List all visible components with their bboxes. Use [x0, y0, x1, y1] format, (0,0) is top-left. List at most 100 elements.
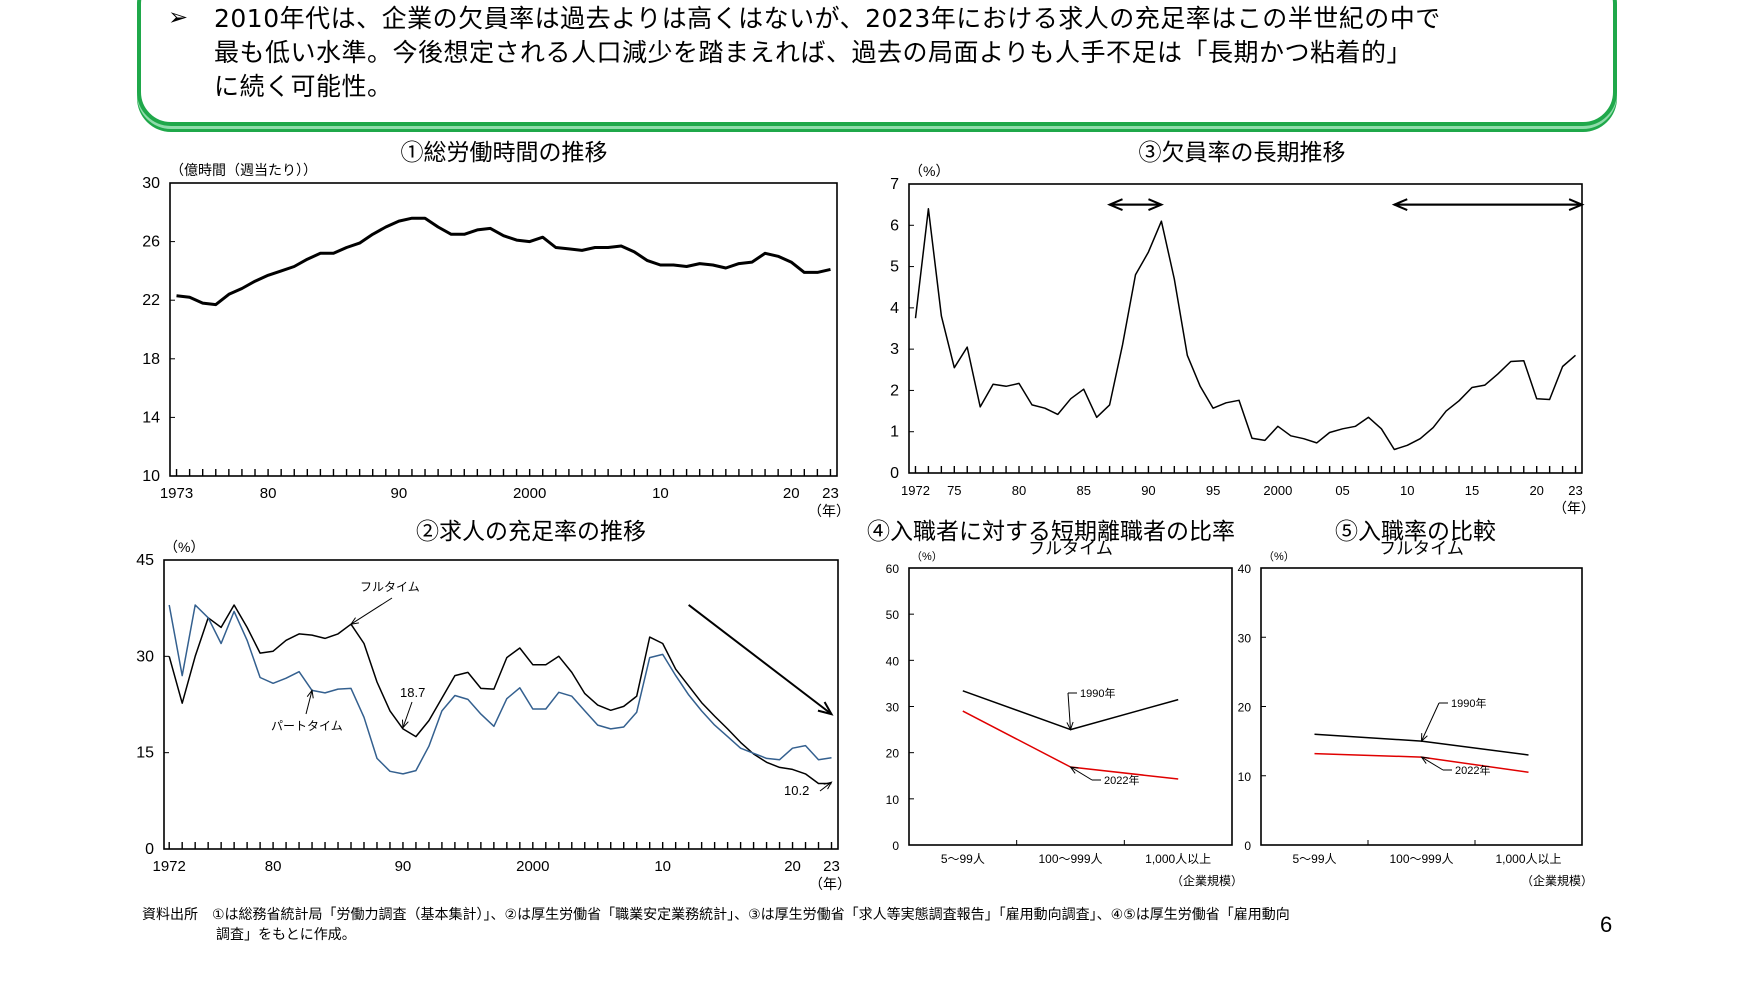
y-tick-label: 10	[1238, 770, 1252, 784]
series-line	[168, 604, 832, 775]
leader-arrow-head	[1066, 721, 1074, 731]
x-tick-label: 90	[391, 485, 408, 502]
leader-arrow	[1421, 756, 1444, 771]
x-tick-label: 85	[1076, 483, 1090, 498]
x-tick-label: 2000	[1263, 483, 1292, 498]
chart-title: ④入職者に対する短期離職者の比率	[867, 518, 1235, 544]
series-label-fulltime: フルタイム	[360, 580, 420, 594]
category-label: 5～99人	[941, 852, 985, 866]
x-axis-unit: （年）	[808, 503, 850, 519]
summary-line: 2010年代は、企業の欠員率は過去よりは高くはないが、2023年における求人の充…	[214, 4, 1441, 33]
y-tick-label: 0	[145, 841, 154, 858]
leader-arrow-head	[1069, 766, 1079, 774]
plot-frame	[163, 559, 839, 850]
x-tick-label: 10	[1400, 483, 1414, 498]
leader-arrow	[1070, 766, 1093, 781]
x-tick-label: 1973	[160, 485, 193, 502]
series-label-2022: 2022年	[1104, 773, 1139, 787]
y-tick-label: 30	[1238, 631, 1252, 645]
x-tick-label: 90	[395, 858, 412, 875]
summary-line: 最も低い水準。今後想定される人口減少を踏まえれば、過去の局面よりも人手不足は「長…	[214, 38, 1413, 67]
x-tick-label: 20	[783, 485, 800, 502]
x-axis-unit: （企業規模）	[1521, 873, 1593, 888]
series-line	[962, 710, 1179, 780]
y-tick-label: 7	[890, 176, 899, 193]
x-axis-unit: （年）	[1553, 500, 1595, 516]
y-tick-label: 3	[890, 341, 899, 358]
y-tick-label: 20	[1238, 701, 1252, 715]
leader-arrow	[305, 690, 313, 715]
y-tick-label: 2	[890, 382, 899, 399]
leader-arrow-head	[1420, 733, 1428, 743]
y-tick-label: 6	[890, 217, 899, 234]
x-tick-label: 20	[1529, 483, 1543, 498]
y-tick-label: 40	[886, 654, 900, 668]
x-tick-label: 2000	[516, 858, 549, 875]
summary-callout-box	[137, 0, 1617, 126]
leader-arrow-head	[401, 719, 409, 729]
leader-arrow-head	[349, 617, 359, 625]
y-tick-label: 40	[1238, 562, 1252, 576]
y-tick-label: 15	[136, 745, 154, 762]
y-tick-label: 30	[136, 648, 154, 665]
source-note-line: 調査」をもとに作成。	[216, 927, 356, 943]
category-label: 5～99人	[1292, 852, 1336, 866]
x-axis-unit: （年）	[809, 876, 851, 892]
chart-subtitle: フルタイム	[1028, 539, 1113, 558]
y-axis-unit: （%）	[164, 539, 204, 555]
x-tick-label: 23	[1568, 483, 1582, 498]
y-axis-unit: （%）	[909, 163, 949, 179]
x-tick-label: 75	[947, 483, 961, 498]
y-tick-label: 10	[886, 793, 900, 807]
category-label: 1,000人以上	[1145, 852, 1211, 866]
summary-line: に続く可能性。	[214, 72, 393, 101]
x-tick-label: 23	[823, 858, 840, 875]
y-axis-unit: （億時間（週当たり））	[170, 162, 317, 178]
series-line	[914, 208, 1576, 451]
chart-1: ①総労働時間の推移 （億時間（週当たり）） 10 14 18 22 26 30 1973 80 90…	[142, 139, 850, 519]
chart-title: ③欠員率の長期推移	[1139, 139, 1346, 165]
period-arrow-head	[1391, 198, 1408, 212]
y-tick-label: 1	[890, 424, 899, 441]
y-axis-unit: （%）	[1263, 550, 1295, 563]
leader-arrow	[1421, 702, 1440, 742]
y-tick-label: 5	[890, 259, 899, 276]
chart-subtitle: フルタイム	[1379, 539, 1464, 558]
period-arrow-head	[1107, 198, 1123, 212]
annotation-value: 18.7	[400, 685, 425, 700]
y-tick-label: 60	[886, 562, 900, 576]
leader-arrow	[402, 701, 413, 728]
series-label-2022: 2022年	[1455, 763, 1490, 777]
leader-arrow	[819, 781, 832, 792]
y-tick-label: 14	[142, 409, 160, 426]
series-label-1990: 1990年	[1451, 696, 1486, 710]
y-tick-label: 18	[142, 351, 160, 368]
series-label-parttime: パートタイム	[271, 719, 343, 733]
x-tick-label: 80	[1012, 483, 1026, 498]
x-tick-label: 80	[260, 485, 277, 502]
x-tick-label: 1972	[153, 858, 186, 875]
source-note: 資料出所 ①は総務省統計局「労働力調査（基本集計）」、②は厚生労働省「職業安定業…	[142, 905, 1290, 945]
plot-frame	[1260, 567, 1583, 846]
y-tick-label: 30	[886, 701, 900, 715]
category-label: 1,000人以上	[1495, 852, 1561, 866]
x-axis-unit: （企業規模）	[1171, 873, 1243, 888]
plot-frame	[908, 183, 1583, 474]
y-tick-label: 0	[892, 839, 899, 853]
summary-text: 2010年代は、企業の欠員率は過去よりは高くはないが、2023年における求人の充…	[214, 2, 1604, 104]
y-tick-label: 0	[890, 465, 899, 482]
y-tick-label: 50	[886, 608, 900, 622]
chart-title: ②求人の充足率の推移	[416, 518, 646, 544]
downward-trend-arrow-head	[817, 701, 834, 716]
chart-title: ⑤入職率の比較	[1335, 518, 1496, 544]
downward-trend-arrow	[688, 604, 833, 715]
y-tick-label: 30	[142, 175, 160, 192]
series-label-1990: 1990年	[1080, 686, 1115, 700]
x-tick-label: 10	[652, 485, 669, 502]
y-tick-label: 4	[890, 300, 899, 317]
x-tick-label: 80	[265, 858, 282, 875]
